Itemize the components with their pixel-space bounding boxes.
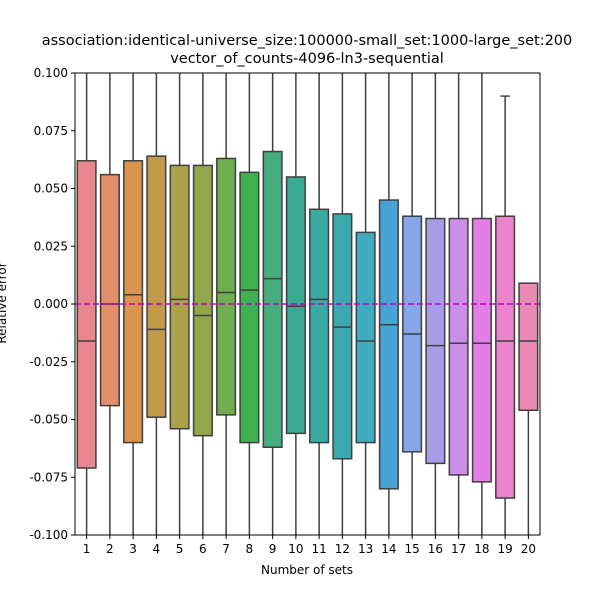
chart-title-line-2: vector_of_counts-4096-ln3-sequential — [170, 51, 444, 67]
box-16 — [425, 73, 446, 535]
box-13 — [355, 73, 376, 535]
box-body — [76, 160, 97, 469]
chart-title-line-1: association:identical-universe_size:1000… — [42, 33, 573, 49]
box-body — [123, 160, 144, 444]
box-8 — [239, 73, 260, 535]
box-3 — [123, 73, 144, 535]
box-body — [262, 150, 283, 448]
box-15 — [402, 73, 423, 535]
x-tick-label: 2 — [106, 542, 114, 556]
x-tick-label: 8 — [246, 542, 254, 556]
box-body — [332, 213, 353, 460]
y-tick-label: -0.025 — [29, 355, 68, 369]
box-body — [309, 208, 330, 444]
x-tick-label: 16 — [428, 542, 443, 556]
box-6 — [192, 73, 213, 535]
axes-frame — [74, 72, 541, 536]
box-body — [99, 173, 120, 407]
box-1 — [76, 73, 97, 535]
x-tick-label: 13 — [358, 542, 373, 556]
y-tick-label: 0.000 — [34, 297, 68, 311]
box-body — [285, 176, 306, 435]
box-19 — [495, 95, 516, 535]
x-tick-label: 3 — [129, 542, 137, 556]
box-18 — [471, 73, 492, 535]
y-tick-label: 0.025 — [34, 239, 68, 253]
x-tick-label: 19 — [497, 542, 512, 556]
box-9 — [262, 73, 283, 535]
x-tick-label: 1 — [83, 542, 91, 556]
box-body — [495, 215, 516, 499]
x-tick-label: 9 — [269, 542, 277, 556]
x-tick-label: 6 — [199, 542, 207, 556]
box-body — [355, 231, 376, 444]
box-17 — [448, 73, 469, 535]
x-tick-label: 11 — [311, 542, 326, 556]
x-tick-label: 7 — [222, 542, 230, 556]
y-tick-label: -0.100 — [29, 528, 68, 542]
box-body — [518, 282, 539, 412]
box-10 — [285, 73, 306, 535]
x-tick-label: 5 — [176, 542, 184, 556]
box-body — [216, 157, 237, 416]
x-tick-label: 15 — [404, 542, 419, 556]
box-5 — [169, 73, 190, 535]
box-12 — [332, 73, 353, 535]
x-tick-label: 18 — [474, 542, 489, 556]
box-body — [146, 155, 167, 418]
x-tick-label: 4 — [153, 542, 161, 556]
y-tick-label: 0.075 — [34, 124, 68, 138]
y-axis-label: Relative error — [0, 262, 9, 343]
x-tick-label: 20 — [521, 542, 536, 556]
box-14 — [378, 73, 399, 535]
x-tick-label: 14 — [381, 542, 396, 556]
box-7 — [216, 73, 237, 535]
box-body — [169, 164, 190, 430]
x-tick-label: 10 — [288, 542, 303, 556]
x-axis-label: Number of sets — [261, 563, 353, 577]
x-tick-label: 17 — [451, 542, 466, 556]
box-20 — [518, 282, 539, 535]
y-tick-label: -0.075 — [29, 470, 68, 484]
box-body — [471, 217, 492, 483]
box-body — [192, 164, 213, 437]
y-tick-label: 0.050 — [34, 182, 68, 196]
x-tick-label: 12 — [335, 542, 350, 556]
box-4 — [146, 73, 167, 535]
box-11 — [309, 73, 330, 535]
box-body — [239, 171, 260, 444]
y-tick-label: -0.050 — [29, 413, 68, 427]
plot-area: -0.100 -0.075 -0.050 -0.025 0.000 0.025 0.050 0… — [29, 66, 541, 556]
box-body — [425, 217, 446, 465]
box-body — [448, 217, 469, 476]
box-body — [378, 199, 399, 490]
y-tick-label: 0.100 — [34, 66, 68, 80]
